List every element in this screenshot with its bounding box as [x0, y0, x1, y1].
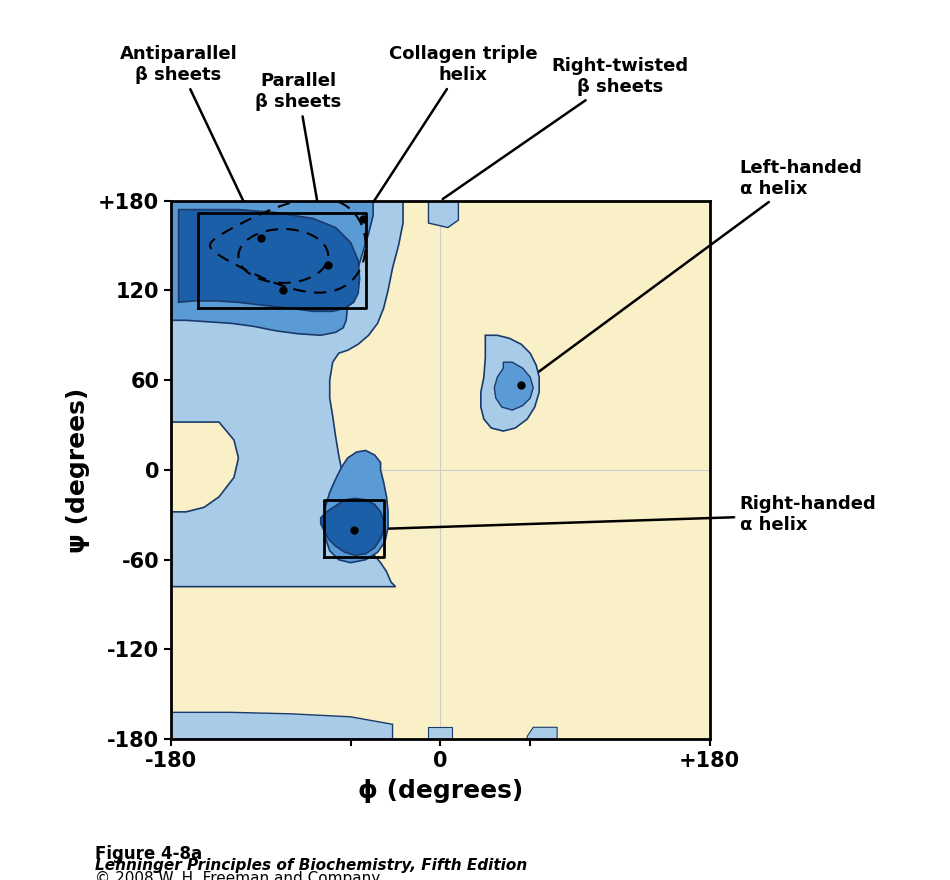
Polygon shape	[428, 727, 452, 739]
Text: Figure 4-8a: Figure 4-8a	[95, 845, 202, 862]
Polygon shape	[171, 201, 373, 335]
Text: Antiparallel
β sheets: Antiparallel β sheets	[120, 45, 259, 236]
Polygon shape	[428, 201, 459, 228]
Polygon shape	[481, 335, 540, 431]
Polygon shape	[171, 712, 392, 739]
Polygon shape	[171, 201, 403, 587]
Polygon shape	[324, 451, 388, 562]
Polygon shape	[494, 363, 533, 410]
Text: Parallel
β sheets: Parallel β sheets	[256, 72, 341, 262]
Text: Lehninger Principles of Biochemistry, Fifth Edition: Lehninger Principles of Biochemistry, Fi…	[95, 858, 527, 873]
X-axis label: ϕ (degrees): ϕ (degrees)	[358, 780, 523, 803]
Polygon shape	[179, 209, 360, 312]
Text: Right-twisted
β sheets: Right-twisted β sheets	[443, 57, 689, 199]
Y-axis label: ψ (degrees): ψ (degrees)	[66, 387, 90, 553]
Text: Right-handed
α helix: Right-handed α helix	[356, 495, 877, 534]
Text: Collagen triple
helix: Collagen triple helix	[364, 45, 537, 216]
Text: © 2008 W. H. Freeman and Company: © 2008 W. H. Freeman and Company	[95, 871, 380, 880]
Polygon shape	[527, 727, 557, 739]
Text: Left-handed
α helix: Left-handed α helix	[523, 158, 863, 383]
Polygon shape	[321, 498, 384, 555]
Polygon shape	[171, 422, 238, 512]
